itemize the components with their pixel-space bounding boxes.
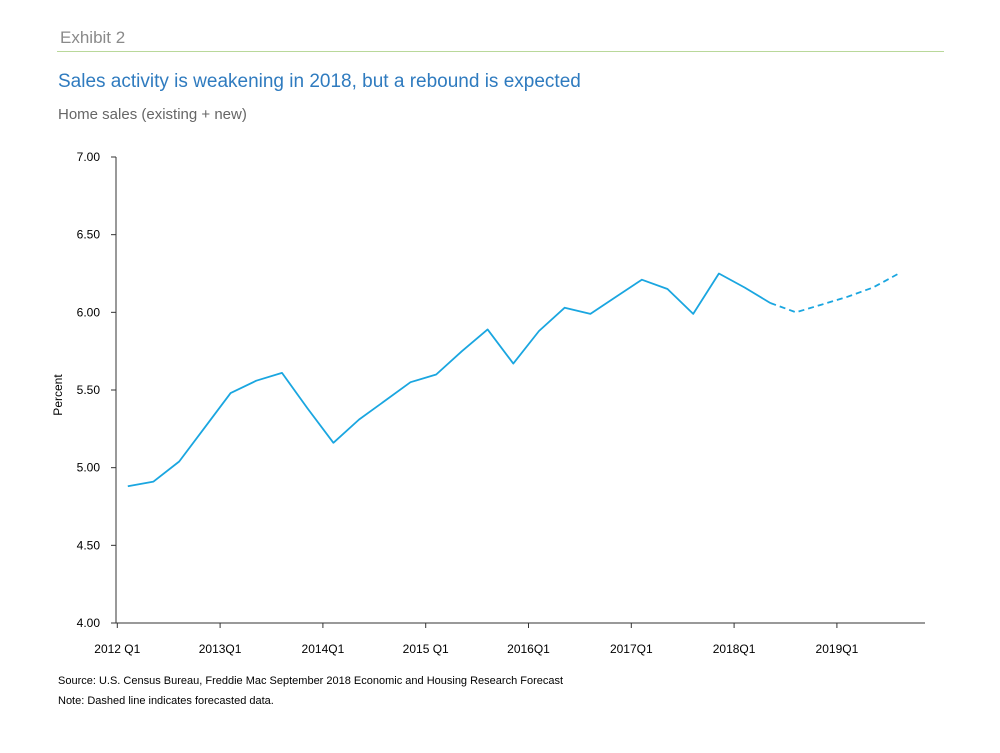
- x-tick-label: 2016Q1: [507, 642, 550, 656]
- x-tick-label: 2017Q1: [610, 642, 653, 656]
- y-tick-label: 6.00: [77, 305, 101, 319]
- x-tick-label: 2018Q1: [713, 642, 756, 656]
- actual-series-line: [127, 272, 771, 488]
- exhibit-label: Exhibit 2: [60, 28, 126, 47]
- chart-subtitle: Home sales (existing + new): [58, 106, 247, 123]
- y-tick-label: 5.00: [77, 461, 101, 475]
- forecast-note: Note: Dashed line indicates forecasted d…: [58, 695, 274, 707]
- y-tick-label: 4.00: [77, 616, 101, 630]
- x-tick-label: 2015 Q1: [403, 642, 449, 656]
- header-divider: [57, 51, 944, 52]
- x-tick-label: 2012 Q1: [94, 642, 140, 656]
- y-tick-label: 5.50: [77, 383, 101, 397]
- y-tick-label: 4.50: [77, 538, 101, 552]
- y-axis-label: Percent: [51, 374, 65, 416]
- source-note: Source: U.S. Census Bureau, Freddie Mac …: [58, 675, 564, 687]
- chart-title: Sales activity is weakening in 2018, but…: [58, 71, 581, 92]
- x-tick-label: 2013Q1: [199, 642, 242, 656]
- x-tick-label: 2014Q1: [302, 642, 345, 656]
- y-tick-label: 6.50: [77, 228, 101, 242]
- x-tick-label: 2019Q1: [816, 642, 859, 656]
- y-tick-label: 7.00: [77, 150, 101, 164]
- forecast-series-line: [769, 272, 900, 314]
